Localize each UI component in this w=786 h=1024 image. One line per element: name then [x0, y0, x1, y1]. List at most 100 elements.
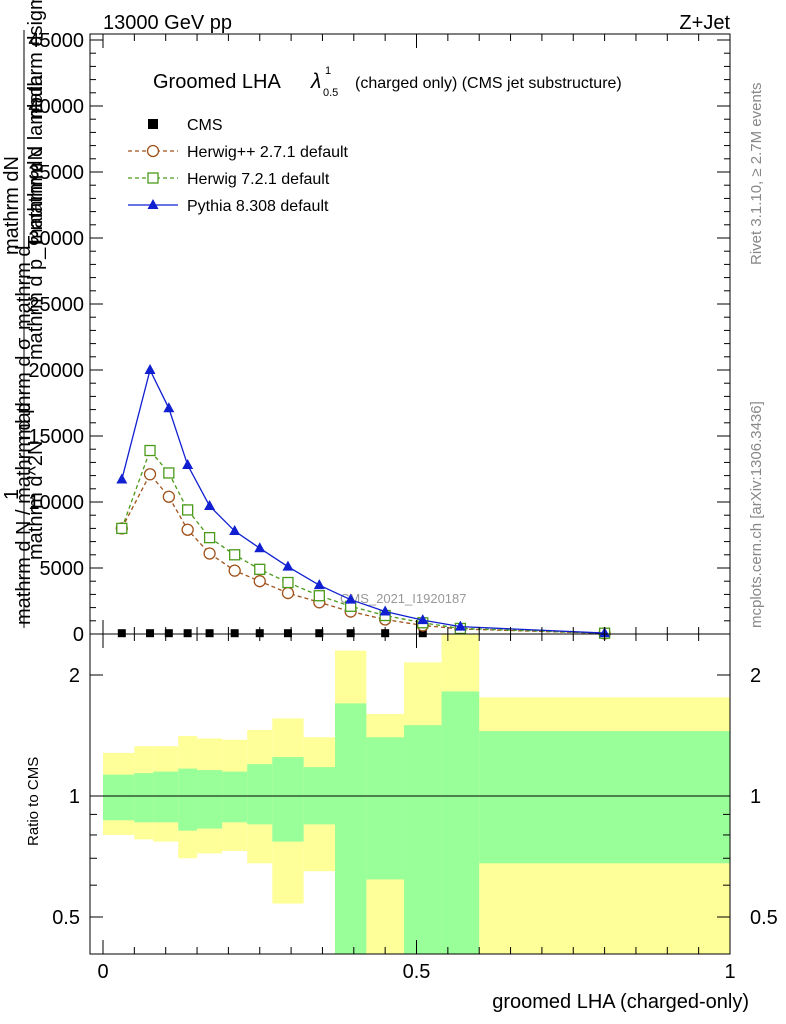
- ratio-band-stat-3: [178, 768, 198, 831]
- main-ytick-label-7: 35000: [28, 162, 84, 184]
- legend-marker-0: [148, 119, 158, 129]
- series-line-3: [121, 368, 605, 634]
- title-superscript: 1: [325, 65, 331, 77]
- main-panel: CMS_2021_I1920187 0 5000 10000 15000 20000 25…: [1, 0, 731, 646]
- ratio-band-stat-6: [247, 764, 273, 825]
- mcplots-credit-label: mcplots.cern.ch [arXiv:1306.3436]: [748, 401, 765, 628]
- data-point-s1-6: [253, 575, 266, 588]
- data-point-s1-1: [143, 468, 157, 481]
- ratio-band-stat-2: [153, 771, 179, 823]
- ratio-ytick-label-right-0: 0.5: [750, 907, 778, 929]
- data-point-s0-3: [183, 629, 192, 638]
- legend-label-1: Herwig++ 2.7.1 default: [187, 144, 349, 161]
- data-point-s1-7: [281, 586, 295, 600]
- main-frame: [89, 33, 731, 635]
- data-point-s2-8: [313, 590, 325, 602]
- ratio-ytick-label-left-1: 1: [69, 786, 80, 808]
- data-point-s0-1: [146, 629, 155, 638]
- main-ytick-label-5: 25000: [28, 294, 84, 316]
- data-point-s3-7: [282, 560, 294, 571]
- data-point-s1-2: [162, 490, 175, 503]
- legend-label-0: CMS: [187, 117, 223, 134]
- title-subscript: 0.5: [323, 87, 338, 99]
- watermark: CMS_2021_I1920187: [340, 591, 467, 606]
- header-left: 13000 GeV pp: [103, 12, 232, 34]
- data-point-s2-5: [229, 549, 241, 561]
- data-point-s2-0: [116, 522, 128, 535]
- data-point-s3-0: [116, 473, 128, 484]
- ratio-band-stat-9: [334, 703, 367, 954]
- data-point-s3-5: [229, 525, 241, 536]
- main-ytick-label-0: 0: [73, 624, 84, 646]
- main-ytick-label-3: 15000: [28, 426, 84, 448]
- title-symbol: λ: [310, 70, 321, 93]
- data-point-s0-0: [117, 629, 126, 638]
- title-main: Groomed LHA: [153, 71, 281, 93]
- ratio-xtick-label-1: 0.5: [403, 961, 431, 983]
- legend-marker-2: [147, 172, 159, 184]
- legend: CMS Herwig++ 2.7.1 default Herwig 7.2.1 de…: [128, 117, 349, 215]
- data-point-s3-1: [144, 364, 156, 374]
- data-point-s0-8: [315, 629, 324, 638]
- ratio-panel: 0.5 0.5 1 1 2 2 0 0.5 1 Ratio to CMS groomed LHA…: [25, 633, 778, 1013]
- main-ytick-label-6: 30000: [28, 228, 84, 250]
- y-label-line-8: mathrm dN: [25, 146, 47, 245]
- x-axis-label: groomed LHA (charged-only): [492, 991, 749, 1013]
- main-ytick-label-4: 20000: [28, 360, 84, 382]
- data-point-s0-2: [164, 629, 173, 638]
- data-point-s0-4: [205, 629, 214, 638]
- data-point-s2-7: [282, 576, 294, 589]
- legend-marker-3: [147, 199, 159, 209]
- ratio-band-stat-1: [134, 773, 154, 823]
- ratio-band-stat-4: [197, 770, 223, 829]
- ratio-xtick-label-0: 0: [97, 961, 108, 983]
- data-point-s1-4: [203, 547, 216, 560]
- data-point-s2-6: [254, 563, 266, 575]
- data-point-s2-1: [144, 444, 156, 457]
- data-point-s3-8: [313, 579, 325, 590]
- y-label-line-5: mathrm d^2N: [25, 441, 47, 560]
- ratio-band-stat-13: [479, 731, 730, 864]
- ratio-y-label: Ratio to CMS: [25, 757, 42, 846]
- y-axis-label: 1 mathrm d N / mathrm d p mathrm d σ mat…: [1, 0, 47, 628]
- legend-label-2: Herwig 7.2.1 default: [187, 171, 330, 188]
- y-label-line-1: 1: [1, 489, 23, 500]
- data-point-s1-3: [181, 523, 194, 536]
- data-point-s1-5: [228, 564, 241, 577]
- data-point-s3-3: [182, 459, 194, 470]
- main-ytick-label-1: 5000: [40, 558, 85, 580]
- data-point-s3-12: [454, 620, 466, 631]
- data-point-s3-11: [417, 614, 429, 625]
- ratio-band-stat-0: [103, 774, 135, 821]
- data-point-s3-4: [204, 499, 216, 510]
- rivet-version-label: Rivet 3.1.10, ≥ 2.7M events: [748, 83, 765, 266]
- legend-marker-1: [146, 144, 160, 158]
- header-right: Z+Jet: [679, 12, 730, 34]
- data-point-s2-3: [181, 504, 194, 516]
- main-ytick-label-9: 45000: [28, 30, 84, 52]
- ratio-ytick-label-left-2: 2: [69, 665, 80, 687]
- ratio-ytick-label-right-2: 2: [750, 665, 761, 687]
- y-label-line-7: mathrm dN: [1, 156, 23, 255]
- ratio-frame: [89, 633, 731, 955]
- ratio-band-stat-7: [272, 757, 304, 842]
- main-ytick-label-8: 40000: [28, 96, 84, 118]
- ratio-ytick-label-right-1: 1: [750, 786, 761, 808]
- legend-label-3: Pythia 8.308 default: [187, 198, 329, 215]
- data-point-s3-2: [163, 402, 175, 413]
- data-point-s3-9: [345, 593, 357, 604]
- data-point-s0-7: [283, 629, 292, 638]
- data-point-s3-6: [254, 542, 266, 553]
- data-point-s0-9: [346, 629, 355, 638]
- ratio-ytick-label-left-0: 0.5: [52, 907, 80, 929]
- ratio-band-stat-5: [222, 771, 248, 823]
- y-label-line-9: mathrm dsigma: [25, 0, 47, 120]
- data-point-s3-10: [379, 605, 391, 616]
- ratio-xtick-label-2: 1: [724, 961, 735, 983]
- main-ytick-label-2: 10000: [28, 492, 84, 514]
- title-rest: (charged only) (CMS jet substructure): [355, 75, 622, 92]
- ratio-band-stat-10: [366, 737, 404, 880]
- data-point-s0-5: [230, 629, 239, 638]
- data-point-s2-4: [203, 531, 216, 544]
